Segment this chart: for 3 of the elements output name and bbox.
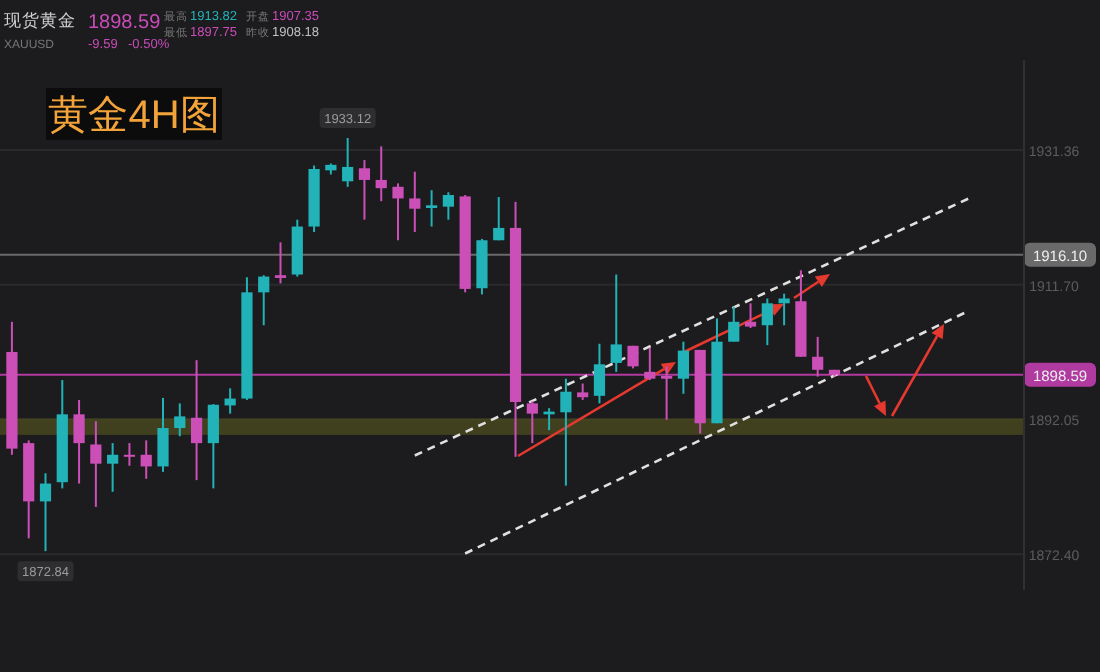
annotation: 现货黄金 — [4, 10, 76, 30]
title: 黄金4H图 — [46, 88, 222, 140]
annotation: 1898.59 — [88, 12, 161, 34]
